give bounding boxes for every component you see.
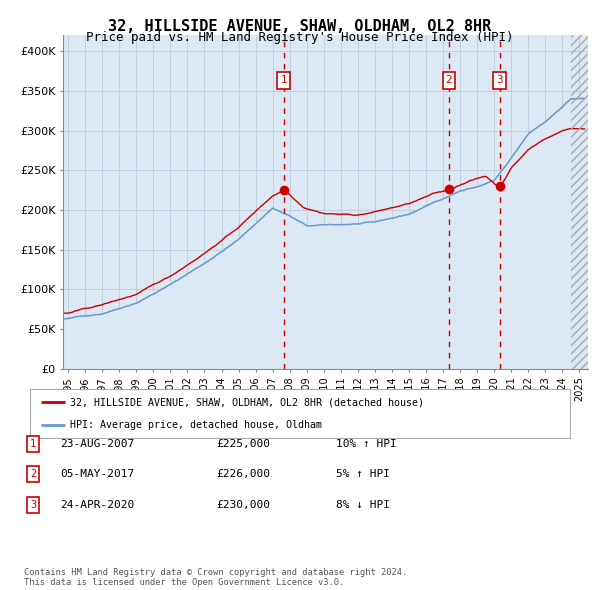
Text: 2: 2 bbox=[446, 76, 452, 86]
Text: £230,000: £230,000 bbox=[216, 500, 270, 510]
Bar bbox=[571, 35, 588, 369]
Bar bbox=[571, 35, 588, 369]
Text: 2: 2 bbox=[30, 470, 36, 479]
Text: £226,000: £226,000 bbox=[216, 470, 270, 479]
Text: 32, HILLSIDE AVENUE, SHAW, OLDHAM, OL2 8HR (detached house): 32, HILLSIDE AVENUE, SHAW, OLDHAM, OL2 8… bbox=[71, 398, 425, 408]
Text: 32, HILLSIDE AVENUE, SHAW, OLDHAM, OL2 8HR: 32, HILLSIDE AVENUE, SHAW, OLDHAM, OL2 8… bbox=[109, 19, 491, 34]
Text: 1: 1 bbox=[30, 439, 36, 448]
Text: Contains HM Land Registry data © Crown copyright and database right 2024.
This d: Contains HM Land Registry data © Crown c… bbox=[24, 568, 407, 587]
Text: 10% ↑ HPI: 10% ↑ HPI bbox=[336, 439, 397, 448]
Text: 24-APR-2020: 24-APR-2020 bbox=[60, 500, 134, 510]
Text: 3: 3 bbox=[30, 500, 36, 510]
Text: HPI: Average price, detached house, Oldham: HPI: Average price, detached house, Oldh… bbox=[71, 419, 323, 430]
Text: 23-AUG-2007: 23-AUG-2007 bbox=[60, 439, 134, 448]
Text: 1: 1 bbox=[280, 76, 287, 86]
Text: 05-MAY-2017: 05-MAY-2017 bbox=[60, 470, 134, 479]
Text: 8% ↓ HPI: 8% ↓ HPI bbox=[336, 500, 390, 510]
Text: 5% ↑ HPI: 5% ↑ HPI bbox=[336, 470, 390, 479]
Text: 3: 3 bbox=[496, 76, 503, 86]
Text: £225,000: £225,000 bbox=[216, 439, 270, 448]
Text: Price paid vs. HM Land Registry's House Price Index (HPI): Price paid vs. HM Land Registry's House … bbox=[86, 31, 514, 44]
